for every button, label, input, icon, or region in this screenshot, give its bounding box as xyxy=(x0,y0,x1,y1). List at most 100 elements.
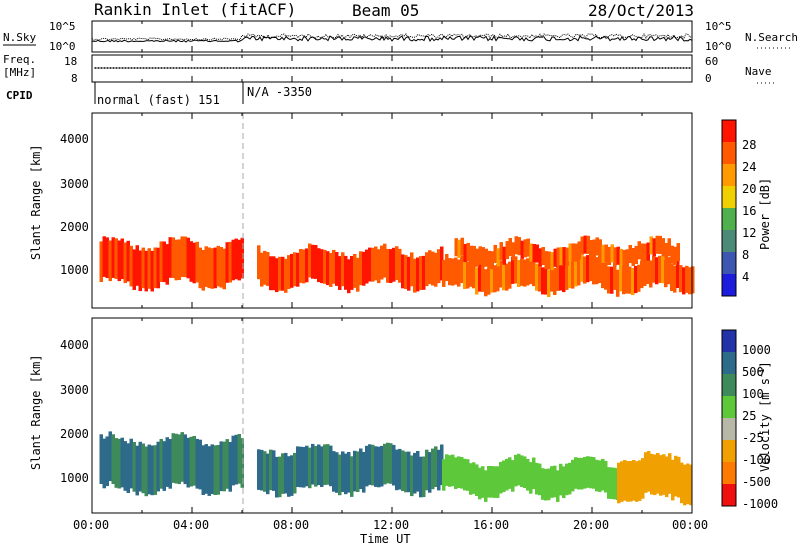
heatmap-cell xyxy=(676,243,680,262)
heatmap-cell xyxy=(114,238,118,279)
heatmap-cell xyxy=(662,454,666,495)
heatmap-cell xyxy=(667,257,671,285)
heatmap-cell xyxy=(329,445,333,487)
heatmap-cell xyxy=(559,463,563,496)
n-sky-tick-low: 10^0 xyxy=(49,40,76,53)
heatmap-cell xyxy=(171,237,175,278)
heatmap-cell xyxy=(323,249,327,284)
heatmap-cell xyxy=(604,262,608,290)
heatmap-cell xyxy=(520,258,524,286)
heatmap-cell xyxy=(671,459,675,501)
heatmap-cell xyxy=(472,462,476,494)
heatmap-cell xyxy=(105,237,109,278)
xtick-4: 16:00 xyxy=(473,518,509,532)
heatmap-cell xyxy=(123,441,127,491)
heatmap-cell xyxy=(440,246,444,281)
heatmap-cell xyxy=(448,455,452,487)
heatmap-cell xyxy=(314,245,318,279)
cpid-label: CPID xyxy=(6,89,33,102)
heatmap-cell xyxy=(266,252,270,286)
heatmap-cell xyxy=(371,444,375,486)
heatmap-cell xyxy=(317,248,321,283)
freq-tick-high: 18 xyxy=(64,55,77,68)
heatmap-cell xyxy=(635,461,639,502)
heatmap-cell xyxy=(377,446,381,488)
heatmap-cell xyxy=(580,254,584,282)
heatmap-cell xyxy=(499,260,503,288)
heatmap-cell xyxy=(655,235,659,254)
velocity-colorbar: 1000 500 100 25 -25 -100 -500 -1000 Velo… xyxy=(721,329,778,511)
heatmap-cell xyxy=(658,255,662,283)
velocity-colorbar-swatch xyxy=(722,440,736,462)
heatmap-cell xyxy=(290,455,294,496)
heatmap-cell xyxy=(643,258,647,286)
xtick-0: 00:00 xyxy=(73,518,109,532)
power-cbar-tick-20: 20 xyxy=(742,182,756,196)
heatmap-cell xyxy=(404,451,408,493)
heatmap-cell xyxy=(632,460,636,501)
heatmap-cell xyxy=(595,459,599,492)
heatmap-cell xyxy=(523,259,527,287)
heatmap-cell xyxy=(577,258,581,286)
heatmap-cell xyxy=(240,438,244,488)
heatmap-cell xyxy=(652,255,656,283)
heatmap-cell xyxy=(553,465,557,498)
heatmap-cell xyxy=(129,438,133,489)
heatmap-cell xyxy=(437,249,441,284)
vel-cbar-tick-neg500: -500 xyxy=(742,475,771,489)
heatmap-cell xyxy=(595,257,599,285)
heatmap-cell xyxy=(454,238,458,257)
power-colorbar-swatch xyxy=(722,164,736,186)
heatmap-cell xyxy=(466,261,470,289)
heatmap-cell xyxy=(428,250,432,285)
heatmap-cell xyxy=(201,250,205,291)
heatmap-cell xyxy=(643,243,647,262)
heatmap-cell xyxy=(562,466,566,498)
heatmap-cell xyxy=(144,446,148,497)
heatmap-cell xyxy=(617,462,621,504)
heatmap-cell xyxy=(457,456,461,488)
heatmap-cell xyxy=(108,431,112,482)
heatmap-cell xyxy=(505,263,509,291)
heatmap-cell xyxy=(440,444,444,486)
heatmap-cell xyxy=(428,452,432,493)
heatmap-cell xyxy=(263,451,267,492)
heatmap-cell xyxy=(153,247,157,289)
heatmap-cell xyxy=(192,436,196,486)
heatmap-cell xyxy=(416,257,420,292)
n-sky-label: N.Sky xyxy=(3,31,36,44)
x-axis-label: Time UT xyxy=(360,532,411,546)
heatmap-cell xyxy=(610,266,614,294)
heatmap-cell xyxy=(466,242,470,261)
heatmap-cell xyxy=(484,248,488,267)
heatmap-cell xyxy=(568,261,572,289)
heatmap-cell xyxy=(272,450,276,491)
heatmap-cell xyxy=(201,445,205,495)
heatmap-cell xyxy=(589,254,593,282)
heatmap-cell xyxy=(383,243,387,278)
heatmap-cell xyxy=(496,248,500,267)
heatmap-cell xyxy=(365,249,369,284)
power-ytick-2000: 2000 xyxy=(60,220,89,234)
heatmap-cell xyxy=(359,448,363,490)
heatmap-cell xyxy=(320,446,324,487)
heatmap-cell xyxy=(487,466,491,498)
heatmap-cell xyxy=(568,462,572,495)
heatmap-cell xyxy=(183,236,187,278)
heatmap-cell xyxy=(437,449,441,491)
heatmap-cell xyxy=(686,463,690,505)
heatmap-cell xyxy=(646,242,650,261)
heatmap-cell xyxy=(496,466,500,498)
power-heatmap xyxy=(99,235,695,297)
vel-ytick-1000: 1000 xyxy=(60,471,89,485)
heatmap-cell xyxy=(613,467,617,500)
heatmap-cell xyxy=(105,436,109,487)
heatmap-cell xyxy=(463,243,467,262)
nave-tick-low: 0 xyxy=(705,72,712,85)
heatmap-cell xyxy=(281,453,285,494)
heatmap-cell xyxy=(685,265,689,293)
heatmap-cell xyxy=(257,245,261,280)
heatmap-cell xyxy=(111,237,115,278)
heatmap-cell xyxy=(511,256,515,284)
velocity-colorbar-swatch xyxy=(722,396,736,418)
